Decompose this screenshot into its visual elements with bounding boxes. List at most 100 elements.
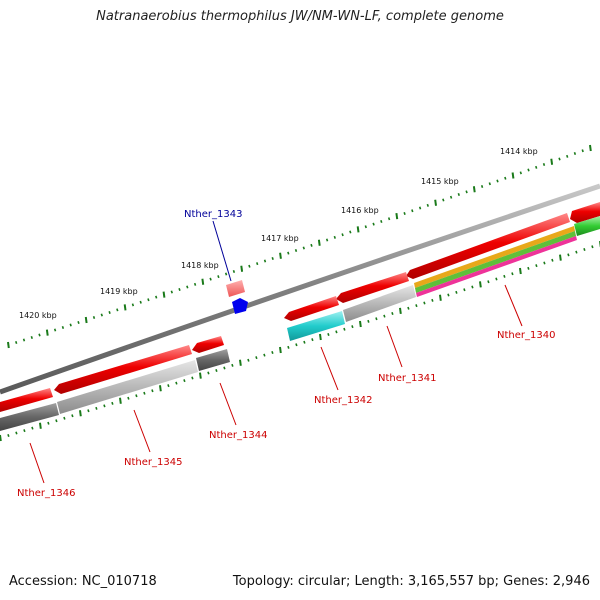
ruler-minor-tick [455,290,458,294]
kbp-label-1419: 1419 kbp [100,287,138,296]
gene-arrow[interactable] [192,336,224,353]
ruler-minor-tick [47,421,50,425]
ruler-major-tick [356,226,360,233]
ruler-minor-tick [15,431,18,435]
ruler-major-tick [317,239,321,246]
ruler-minor-tick [191,376,194,380]
feature-bar-dark[interactable] [196,349,230,371]
ruler-minor-tick [271,351,274,355]
ruler-minor-tick [351,325,354,329]
ruler-minor-tick [135,394,138,398]
ruler-major-tick [279,346,282,354]
ruler-major-tick [123,304,127,311]
ruler-minor-tick [61,326,65,330]
feature-bar-dark[interactable] [0,403,59,431]
ruler-minor-tick [302,246,305,250]
gene-arrow[interactable] [336,272,409,303]
gene-arrow[interactable] [570,202,600,223]
ruler-minor-tick [167,384,170,388]
ruler-minor-tick [63,416,66,420]
ruler-major-tick [159,385,162,392]
feature-bar-grey[interactable] [343,285,416,322]
ruler-minor-tick [423,301,426,305]
ruler-minor-tick [411,209,414,213]
ruler-minor-tick [343,327,346,331]
ruler-major-tick [511,172,515,179]
ruler-minor-tick [364,225,367,229]
ruler-minor-tick [488,182,491,186]
gene-blue-arrow[interactable] [232,298,248,314]
gene-arrow[interactable] [406,213,570,279]
gene-label-nther-1344[interactable]: Nther_1344 [209,430,267,441]
ruler-minor-tick [383,314,386,318]
ruler-minor-tick [535,264,538,268]
feature-bar-multicolor[interactable] [415,231,576,293]
ruler-minor-tick [7,434,10,438]
ruler-minor-tick [223,366,226,370]
topology-text: Topology: circular; Length: 3,165,557 bp… [232,574,590,589]
kbp-labels: 1414 kbp 1415 kbp 1416 kbp 1417 kbp 1418… [19,147,538,320]
gene-arrow[interactable] [284,296,339,321]
ruler-major-tick [239,359,242,366]
ruler-minor-tick [341,233,344,237]
feature-bar-grey[interactable] [57,360,198,414]
genome-title: Natranaerobius thermophilus JW/NM-WN-LF,… [96,9,504,24]
ruler-minor-tick [503,274,506,278]
gene-arrow[interactable] [0,388,53,412]
ruler-minor-tick [170,290,173,294]
feature-bar-multicolor[interactable] [416,236,577,297]
kbp-label-1420: 1420 kbp [19,311,57,320]
ruler-minor-tick [31,426,34,430]
feature-bar-green[interactable] [574,216,600,236]
ruler-minor-tick [263,353,266,357]
kbp-label-1417: 1417 kbp [261,234,299,243]
ruler-minor-tick [325,238,329,242]
feature-bar-multicolor[interactable] [414,226,575,288]
ruler-major-tick [359,320,362,328]
gene-label-nther-1342[interactable]: Nther_1342 [314,395,372,406]
ruler-minor-tick [387,217,391,221]
ruler-minor-tick [247,358,250,362]
ruler-minor-tick [147,298,150,302]
ruler-minor-tick [193,282,197,286]
ruler-minor-tick [143,391,146,395]
feature-bar-cyan[interactable] [287,311,345,341]
ruler-minor-tick [527,168,530,172]
ruler-major-tick [439,294,442,301]
ruler-major-tick [319,333,322,341]
gene-label-nther-1343[interactable]: Nther_1343 [184,209,242,220]
ruler-minor-tick [566,154,569,158]
ruler-minor-tick [418,206,422,210]
ruler-minor-tick [209,277,212,281]
gene-label-nther-1345[interactable]: Nther_1345 [124,457,182,468]
ruler-minor-tick [575,250,578,254]
ruler-major-tick [479,281,482,288]
gene-label-nther-1341[interactable]: Nther_1341 [378,373,436,384]
ruler-minor-tick [327,332,330,336]
ruler-minor-tick [391,312,394,316]
feature-bars [0,216,600,431]
ruler-minor-tick [349,230,352,234]
gene-label-nther-1346[interactable]: Nther_1346 [17,488,75,499]
gene-pink-block[interactable] [226,280,245,297]
ruler-minor-tick [426,203,429,207]
ruler-minor-tick [504,176,507,180]
ruler-minor-tick [543,261,546,265]
ruler-minor-tick [447,293,450,297]
ruler-minor-tick [495,277,498,281]
ruler-minor-tick [271,256,274,260]
ruler-major-tick [550,158,554,165]
ruler-major-tick [199,372,202,379]
ruler-minor-tick [215,368,218,372]
ruler-minor-tick [22,338,26,342]
ruler-major-tick [279,252,282,259]
ruler-minor-tick [471,285,474,289]
gene-label-nther-1340[interactable]: Nther_1340 [497,330,555,341]
ruler-minor-tick [431,298,434,302]
ruler-minor-tick [551,258,554,262]
ruler-major-tick [472,186,476,193]
ruler-minor-tick [591,245,594,249]
forward-genes [0,202,600,412]
gene-arrow[interactable] [54,345,192,394]
kbp-label-1418: 1418 kbp [181,261,219,270]
